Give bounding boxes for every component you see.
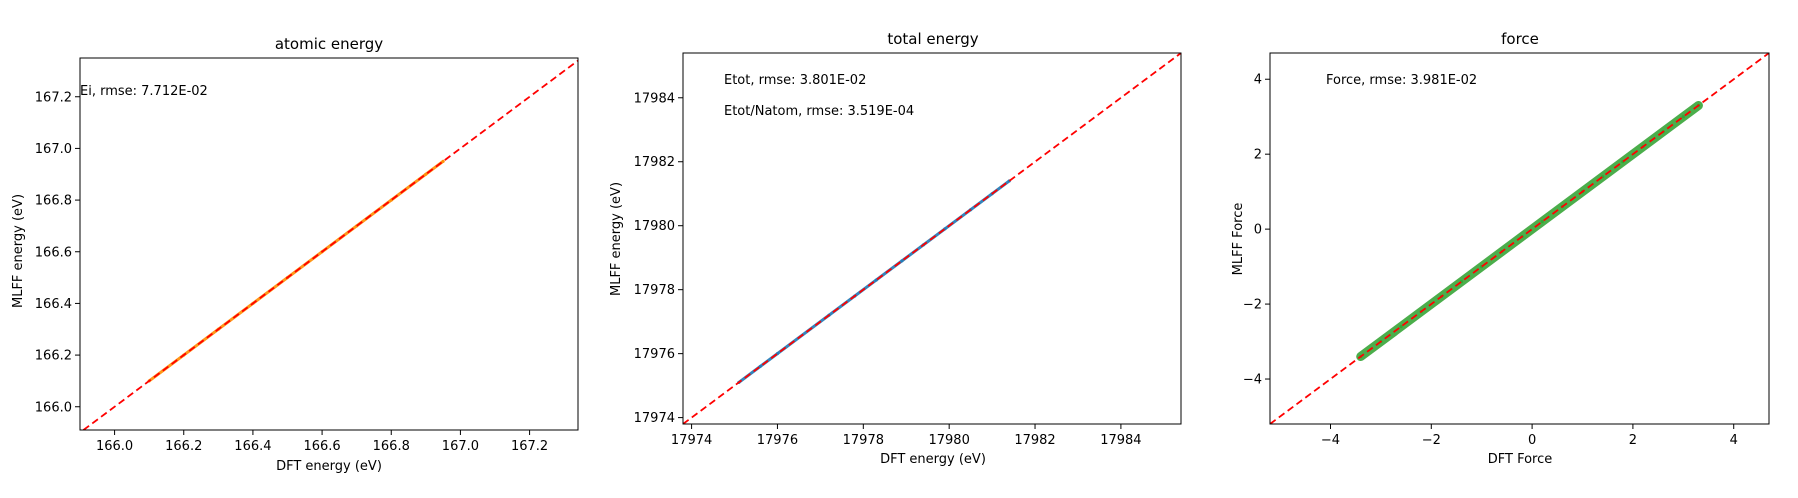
y-tick-label: 17978 xyxy=(634,283,675,298)
x-tick-label: 0 xyxy=(1528,433,1536,448)
x-tick-label: 167.0 xyxy=(442,439,479,454)
axes-frame xyxy=(682,52,1182,425)
panel-title: atomic energy xyxy=(275,35,383,53)
x-tick-label: 17976 xyxy=(757,433,798,448)
x-tick-label: 17984 xyxy=(1100,433,1141,448)
y-tick-label: 166.0 xyxy=(35,400,72,415)
y-axis-label: MLFF energy (eV) xyxy=(11,194,26,308)
y-tick-label: 166.4 xyxy=(35,297,72,312)
identity-line xyxy=(82,59,578,430)
x-tick-label: 17974 xyxy=(671,433,712,448)
y-tick-label: 17974 xyxy=(634,411,675,426)
panel-force: force DFT Force MLFF Force −4 −2 0 2 4 −4 −2 0 2… xyxy=(1231,30,1770,467)
y-tick-label: 0 xyxy=(1254,223,1262,238)
y-tick-label: 4 xyxy=(1254,73,1262,88)
y-tick-label: 2 xyxy=(1254,148,1262,163)
y-tick-label: 166.6 xyxy=(35,245,72,260)
x-tick-label: 167.2 xyxy=(511,439,548,454)
x-axis-label: DFT energy (eV) xyxy=(276,459,382,474)
axes-frame xyxy=(79,57,579,431)
y-tick-label: 17982 xyxy=(634,155,675,170)
x-tick-label: 17978 xyxy=(843,433,884,448)
identity-line xyxy=(1270,53,1769,424)
panel-total-energy: total energy DFT energy (eV) MLFF energy… xyxy=(609,30,1182,467)
axes-frame xyxy=(1269,52,1770,425)
y-axis-label: MLFF Force xyxy=(1231,203,1246,276)
x-tick-label: −2 xyxy=(1422,433,1441,448)
y-tick-label: 17976 xyxy=(634,347,675,362)
x-tick-label: 166.4 xyxy=(234,439,271,454)
x-tick-label: 166.2 xyxy=(165,439,202,454)
rmse-annotation: Ei, rmse: 7.712E-02 xyxy=(80,84,208,99)
y-tick-label: 166.8 xyxy=(35,194,72,209)
y-tick-label: 17980 xyxy=(634,219,675,234)
x-tick-label: 4 xyxy=(1730,433,1738,448)
panel-atomic-energy: atomic energy DFT energy (eV) MLFF energ… xyxy=(11,35,579,474)
y-tick-label: −2 xyxy=(1243,298,1262,313)
panel-title: force xyxy=(1501,30,1539,48)
panel-title: total energy xyxy=(887,30,978,48)
x-axis-label: DFT energy (eV) xyxy=(880,452,986,467)
x-axis-label: DFT Force xyxy=(1488,452,1553,467)
x-tick-label: 166.6 xyxy=(303,439,340,454)
y-tick-label: 167.2 xyxy=(35,90,72,105)
y-tick-label: −4 xyxy=(1243,373,1262,388)
y-tick-label: 17984 xyxy=(634,91,675,106)
y-axis-label: MLFF energy (eV) xyxy=(609,182,624,296)
rmse-annotation: Etot, rmse: 3.801E-02 xyxy=(724,73,866,88)
x-tick-label: 17982 xyxy=(1014,433,1055,448)
x-tick-label: 166.8 xyxy=(373,439,410,454)
rmse-annotation: Etot/Natom, rmse: 3.519E-04 xyxy=(724,104,914,119)
y-tick-label: 167.0 xyxy=(35,142,72,157)
x-tick-label: 17980 xyxy=(928,433,969,448)
y-tick-label: 166.2 xyxy=(35,349,72,364)
x-tick-label: 2 xyxy=(1629,433,1637,448)
x-tick-label: 166.0 xyxy=(96,439,133,454)
x-tick-label: −4 xyxy=(1321,433,1340,448)
rmse-annotation: Force, rmse: 3.981E-02 xyxy=(1326,73,1477,88)
identity-line xyxy=(683,53,1181,424)
